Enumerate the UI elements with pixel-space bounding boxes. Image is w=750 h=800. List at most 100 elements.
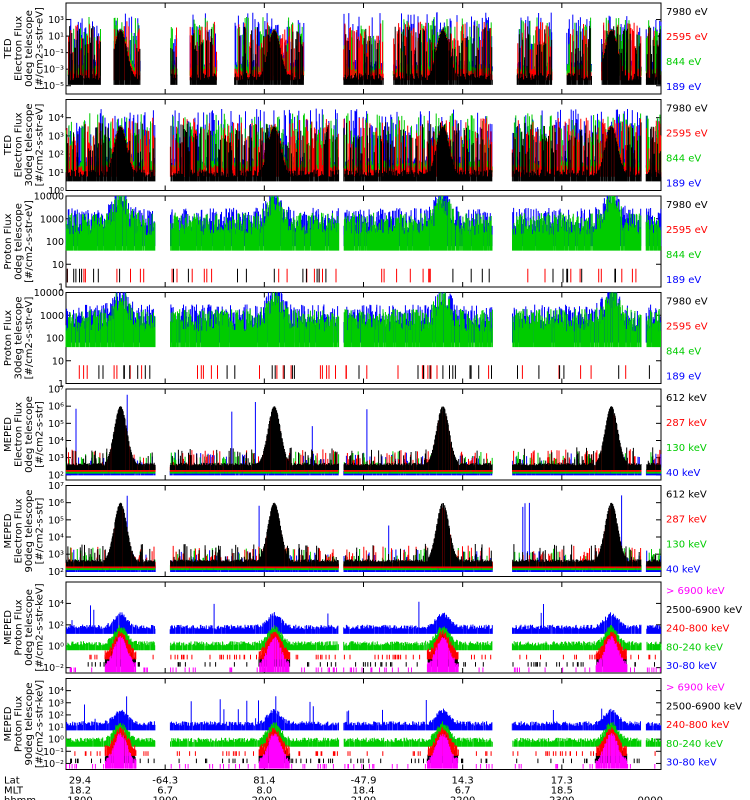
y-tick-label: 10 xyxy=(52,260,64,271)
y-tick-label: 10⁶ xyxy=(48,498,64,509)
series-trace xyxy=(65,122,662,182)
y-tick-label: 10³ xyxy=(48,15,64,26)
y-tick-label: 10⁵ xyxy=(48,419,64,430)
legend-entry: 287 keV xyxy=(666,418,707,429)
x-tick-hhmm: 0000 xyxy=(638,796,663,800)
y-tick-label: 10² xyxy=(48,567,64,578)
legend-entry: 7980 eV xyxy=(666,7,708,18)
y-tick-label: 10⁵ xyxy=(48,515,64,526)
y-tick-label: 10⁴ xyxy=(48,533,64,544)
y-tick-label: 10³ xyxy=(48,698,64,709)
y-axis-label: Proton Flux xyxy=(14,696,25,752)
legend-entry: 7980 eV xyxy=(666,200,708,211)
legend-entry: 80-240 keV xyxy=(666,739,723,750)
legend-entry: 844 eV xyxy=(666,250,701,261)
legend-entry: 2595 eV xyxy=(666,129,708,140)
y-tick-label: 100 xyxy=(46,237,64,248)
y-axis-label: Electron Flux xyxy=(14,112,25,177)
series-trace xyxy=(69,636,661,673)
legend-entry: 2595 eV xyxy=(666,322,708,333)
panel-2: 10⁴ 10³ 10² 10¹ 10⁰ TED Electron Flux 30deg tel… xyxy=(3,99,708,197)
panel-1: 10³ 10¹ 10⁻¹ 10⁻³ 10⁻⁵ TED Electron Flux 0deg t… xyxy=(3,2,708,95)
y-tick-label: 10⁻¹ xyxy=(43,48,64,59)
y-tick-label: 10¹ xyxy=(48,723,64,734)
y-tick-label: 10¹ xyxy=(48,32,64,43)
legend-entry: 2595 eV xyxy=(666,225,708,236)
x-tick-lat: 17.3 xyxy=(551,776,573,787)
legend-entry: 844 eV xyxy=(666,347,701,358)
legend-entry: 7980 eV xyxy=(666,297,708,308)
x-tick-lat: -64.3 xyxy=(152,776,178,787)
y-tick-label: 10 xyxy=(52,356,64,367)
y-axis-label: [#/cm2-s-str-keV] xyxy=(35,583,46,671)
y-axis-label: 0deg telescope xyxy=(24,10,35,87)
y-axis-label: Electron Flux xyxy=(14,402,25,467)
series-trace xyxy=(65,502,661,567)
y-axis-label: Electron Flux xyxy=(14,16,25,81)
y-axis-label: [#/cm2-s-str-keV] xyxy=(35,680,46,768)
y-tick-label: 10⁷ xyxy=(48,385,64,396)
panel-4: 10000 1000 100 10 1 Proton Flux 30deg telescop… xyxy=(3,288,708,390)
y-axis-label: [#/cm2-s-str-eV] xyxy=(35,7,46,90)
y-axis-label: [#/cm2-s-str-eV] xyxy=(24,200,35,283)
y-tick-label: 10² xyxy=(48,620,64,631)
series-trace xyxy=(66,406,661,470)
panel-frame xyxy=(65,581,662,674)
y-axis-label: Electron Flux xyxy=(14,498,25,563)
series-trace xyxy=(65,292,661,348)
legend-entry: 30-80 keV xyxy=(666,758,717,769)
y-tick-label: 10⁻² xyxy=(43,759,64,770)
legend-entry: 30-80 keV xyxy=(666,661,717,672)
y-tick-label: 10⁰ xyxy=(48,642,64,653)
y-tick-label: 100 xyxy=(46,334,64,345)
legend-entry: 2500-6900 keV xyxy=(666,701,742,712)
legend-entry: 189 eV xyxy=(666,179,701,190)
series-trace xyxy=(66,696,662,731)
y-axis-label: Proton Flux xyxy=(14,599,25,655)
y-tick-label: 10⁻³ xyxy=(43,65,64,76)
x-tick-hhmm: 2200 xyxy=(450,796,475,800)
series-trace xyxy=(78,365,627,379)
x-row-label: MLT xyxy=(4,786,24,797)
legend-entry: > 6900 keV xyxy=(666,586,725,597)
x-tick-mlt: 18.4 xyxy=(352,786,374,797)
y-tick-label: 1000 xyxy=(40,214,64,225)
x-tick-lat: 29.4 xyxy=(69,776,91,787)
x-row-label: hhmm xyxy=(4,796,36,800)
legend-entry: > 6900 keV xyxy=(666,683,725,694)
y-tick-label: 10² xyxy=(48,150,64,161)
y-tick-label: 10³ xyxy=(48,131,64,142)
y-tick-label: 10¹ xyxy=(48,168,64,179)
legend-entry: 189 eV xyxy=(666,82,701,93)
y-tick-label: 10² xyxy=(48,470,64,481)
legend-entry: 189 eV xyxy=(666,275,701,286)
legend-entry: 130 keV xyxy=(666,540,707,551)
y-axis-label: MEPED xyxy=(3,513,14,548)
series-trace xyxy=(66,601,662,634)
y-tick-label: 10⁴ xyxy=(48,436,64,447)
x-tick-hhmm: 2300 xyxy=(549,796,574,800)
series-trace xyxy=(67,25,661,85)
x-tick-mlt: 18.5 xyxy=(551,786,573,797)
panel-5: 10⁷ 10⁶ 10⁵ 10⁴ 10³ 10² MEPED Electron Flux 0deg… xyxy=(3,385,707,482)
y-axis-label: 30deg telescope xyxy=(14,296,25,379)
y-tick-label: 10⁴ xyxy=(48,599,64,610)
legend-entry: 612 keV xyxy=(666,490,707,501)
series-trace xyxy=(98,365,650,379)
legend-entry: 189 eV xyxy=(666,372,701,383)
y-tick-label: 10⁻² xyxy=(43,663,64,674)
series-trace xyxy=(65,732,656,769)
legend-entry: 240-800 keV xyxy=(666,624,730,635)
legend-entry: 2595 eV xyxy=(666,32,708,43)
series-trace xyxy=(65,721,661,747)
y-tick-label: 10⁰ xyxy=(48,186,64,197)
y-axis-label: [#/cm2-s-str-eV] xyxy=(24,297,35,380)
y-tick-label: 10⁴ xyxy=(48,113,64,124)
y-tick-label: 10⁻¹ xyxy=(43,747,64,758)
x-tick-lat: -47.9 xyxy=(351,776,377,787)
y-tick-label: 10³ xyxy=(48,453,64,464)
legend-entry: 287 keV xyxy=(666,515,707,526)
y-tick-label: 10⁻⁵ xyxy=(43,81,64,92)
